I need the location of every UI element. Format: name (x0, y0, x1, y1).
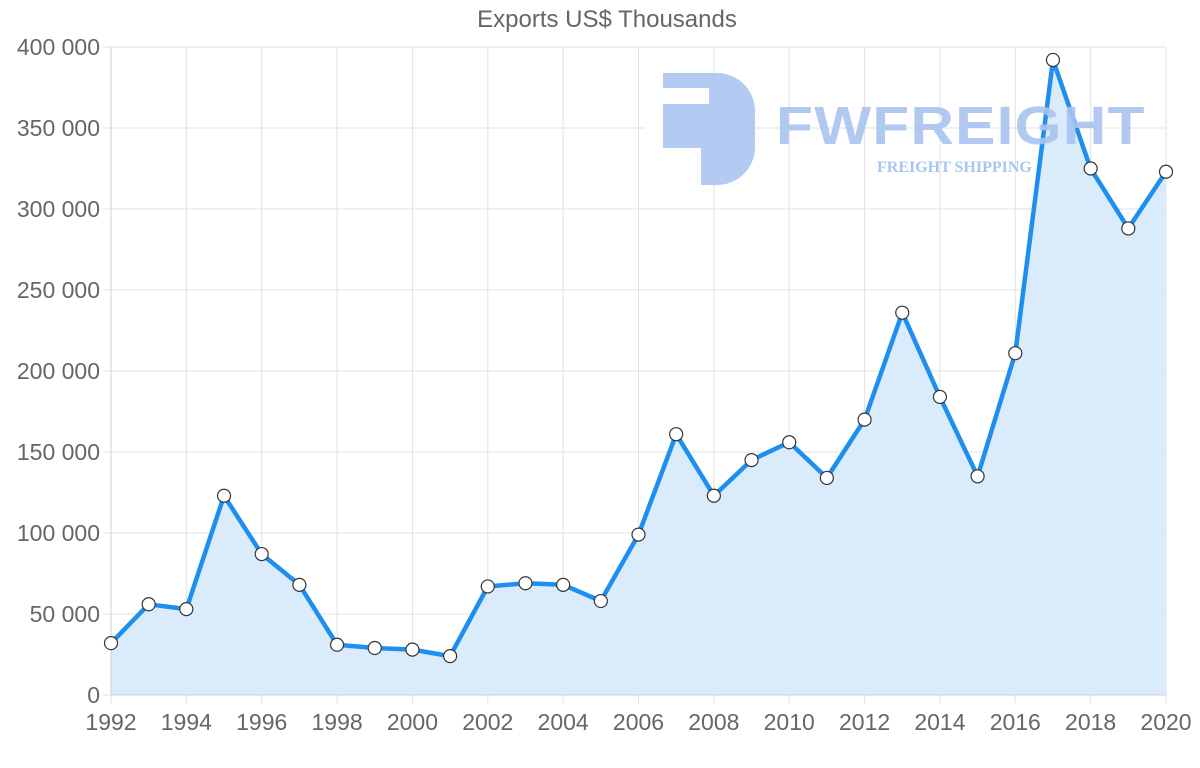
y-tick-label: 350 000 (17, 115, 100, 141)
x-tick-label: 1992 (85, 709, 136, 735)
x-tick-label: 2002 (462, 709, 513, 735)
data-point-2005[interactable] (593, 593, 608, 609)
x-tick-label: 2014 (914, 709, 965, 735)
axes (110, 47, 1166, 696)
y-tick-label: 250 000 (17, 277, 100, 303)
x-tick-label: 1998 (311, 709, 362, 735)
data-point-2019[interactable] (1121, 221, 1136, 236)
data-point-2012[interactable] (857, 412, 872, 427)
x-axis-labels: 1992 1994 1996 1998 2000 2002 2004 2006 2008 2010… (85, 709, 1191, 735)
x-tick-label: 2012 (839, 709, 890, 735)
data-point-2011[interactable] (819, 470, 834, 486)
data-point-1997[interactable] (292, 577, 307, 592)
data-point-2002[interactable] (480, 579, 495, 594)
x-tick-label: 2004 (538, 709, 589, 735)
y-tick-label: 0 (87, 682, 100, 708)
data-point-2001[interactable] (443, 649, 458, 664)
x-tick-label: 2008 (688, 709, 739, 735)
data-point-1992[interactable] (103, 636, 119, 651)
data-point-1995[interactable] (216, 488, 232, 503)
data-point-1994[interactable] (179, 602, 194, 617)
data-point-2000[interactable] (405, 642, 420, 657)
data-point-1996[interactable] (254, 546, 269, 562)
data-point-2010[interactable] (782, 435, 797, 450)
data-point-2008[interactable] (706, 488, 721, 503)
x-tick-label: 2000 (387, 709, 438, 735)
x-tick-label: 2018 (1065, 709, 1116, 735)
data-point-2016[interactable] (1008, 346, 1023, 361)
y-tick-label: 50 000 (30, 601, 100, 627)
x-tick-label: 1996 (236, 709, 287, 735)
data-point-2015[interactable] (970, 469, 985, 484)
area-fill (111, 60, 1166, 695)
y-tick-label: 200 000 (17, 358, 100, 384)
data-point-1999[interactable] (367, 640, 382, 656)
y-tick-label: 300 000 (17, 196, 100, 222)
data-point-2014[interactable] (932, 389, 948, 405)
data-point-2003[interactable] (518, 576, 533, 591)
data-point-2007[interactable] (669, 427, 684, 442)
x-tick-label: 2016 (990, 709, 1041, 735)
x-tick-label: 1994 (161, 709, 212, 735)
data-point-2018[interactable] (1083, 161, 1098, 176)
data-point-1998[interactable] (329, 637, 345, 652)
y-tick-label: 150 000 (17, 439, 100, 465)
data-point-1993[interactable] (141, 597, 156, 612)
data-points (103, 52, 1174, 664)
y-axis-labels: 0 50 000 100 000 150 000 200 000 250 000 300 0… (17, 34, 100, 708)
data-point-2004[interactable] (556, 577, 571, 592)
x-tick-label: 2020 (1140, 709, 1191, 735)
x-tick-label: 2010 (764, 709, 815, 735)
data-point-2009[interactable] (744, 453, 759, 468)
data-point-2013[interactable] (895, 305, 910, 320)
y-tick-label: 100 000 (17, 520, 100, 546)
data-point-2006[interactable] (631, 527, 646, 542)
x-tick-label: 2006 (613, 709, 664, 735)
chart-title: Exports US$ Thousands (477, 6, 737, 33)
data-point-2017[interactable] (1045, 52, 1061, 68)
data-point-2020[interactable] (1158, 164, 1174, 179)
y-tick-label: 400 000 (17, 34, 100, 60)
